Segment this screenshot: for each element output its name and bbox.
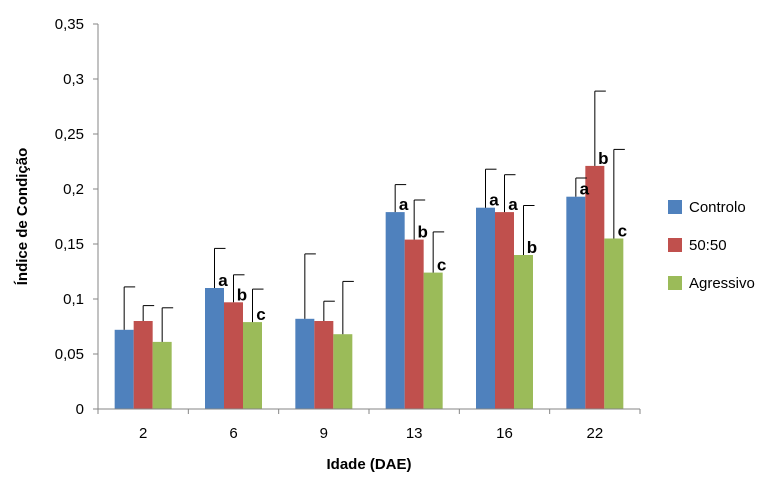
bar (385, 212, 405, 409)
significance-label: c (256, 305, 265, 324)
significance-label: a (580, 180, 590, 199)
y-tick-label: 0,2 (63, 181, 84, 198)
bar (152, 341, 172, 409)
significance-label: b (417, 223, 427, 242)
bar (404, 239, 424, 409)
significance-label: c (437, 256, 446, 275)
significance-label: a (489, 191, 499, 210)
legend-label: Controlo (689, 199, 746, 216)
x-axis-title: Idade (DAE) (326, 456, 411, 473)
y-axis-ticks: 0 0,05 0,1 0,15 0,2 0,25 0,3 0,35 (55, 16, 98, 418)
legend-label: Agressivo (689, 275, 755, 292)
significance-label: b (598, 149, 608, 168)
significance-label: a (218, 271, 228, 290)
y-tick-label: 0,05 (55, 346, 84, 363)
bar (333, 334, 353, 409)
bar (423, 272, 443, 409)
x-tick-label: 22 (586, 425, 603, 442)
x-tick-label: 6 (229, 425, 237, 442)
x-tick-label: 13 (406, 425, 423, 442)
y-tick-label: 0 (76, 401, 84, 418)
bar (114, 329, 134, 409)
significance-label: c (618, 222, 627, 241)
bar (585, 165, 605, 409)
bar (133, 321, 153, 409)
bar (604, 238, 624, 409)
significance-label: b (527, 238, 537, 257)
legend-label: 50:50 (689, 237, 727, 254)
bar (566, 196, 586, 409)
bar (224, 302, 243, 409)
significance-label: a (399, 195, 409, 214)
significance-label: a (508, 195, 518, 214)
y-axis-title: Índice de Condição (14, 148, 31, 286)
bar (295, 318, 315, 409)
legend: Controlo 50:50 Agressivo (668, 199, 755, 292)
x-tick-label: 2 (139, 425, 147, 442)
bar (205, 288, 224, 409)
bar (243, 322, 262, 409)
legend-swatch (668, 200, 682, 214)
bar (476, 207, 495, 409)
legend-swatch (668, 238, 682, 252)
y-tick-label: 0,35 (55, 16, 84, 33)
significance-label: b (237, 285, 247, 304)
y-tick-label: 0,3 (63, 71, 84, 88)
legend-swatch (668, 276, 682, 290)
bar (314, 321, 334, 409)
bar (495, 212, 514, 409)
x-tick-label: 9 (320, 425, 328, 442)
y-tick-label: 0,1 (63, 291, 84, 308)
bars (114, 165, 624, 409)
x-axis-ticks: 2 6 9 13 16 22 (97, 409, 641, 442)
y-tick-label: 0,15 (55, 236, 84, 253)
x-tick-label: 16 (496, 425, 513, 442)
y-tick-label: 0,25 (55, 126, 84, 143)
error-bars (123, 90, 625, 342)
bar (514, 255, 533, 409)
